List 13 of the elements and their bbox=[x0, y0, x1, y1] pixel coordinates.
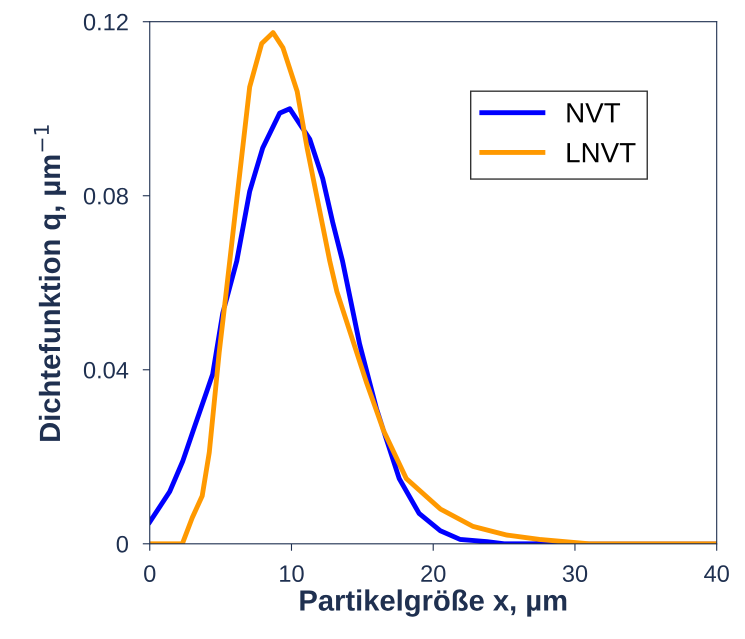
x-tick-label: 40 bbox=[704, 565, 729, 582]
y-tick-label: 0 bbox=[116, 536, 128, 553]
legend-label: LNVT bbox=[567, 143, 636, 162]
x-tick-label: 10 bbox=[280, 565, 304, 582]
y-axis-title: Dichtefunktion q, µm$^{−1}$ bbox=[34, 125, 66, 441]
x-tick-label: 0 bbox=[144, 565, 156, 582]
y-tick-label: 0.08 bbox=[84, 188, 128, 205]
x-tick-label: 20 bbox=[421, 565, 446, 582]
y-tick-label: 0.04 bbox=[84, 362, 128, 379]
legend-label: NVT bbox=[567, 103, 620, 122]
y-tick-label: 0.12 bbox=[84, 14, 128, 31]
x-tick-label: 30 bbox=[562, 565, 588, 582]
x-axis-title: Partikelgröße x, µm bbox=[300, 589, 566, 617]
